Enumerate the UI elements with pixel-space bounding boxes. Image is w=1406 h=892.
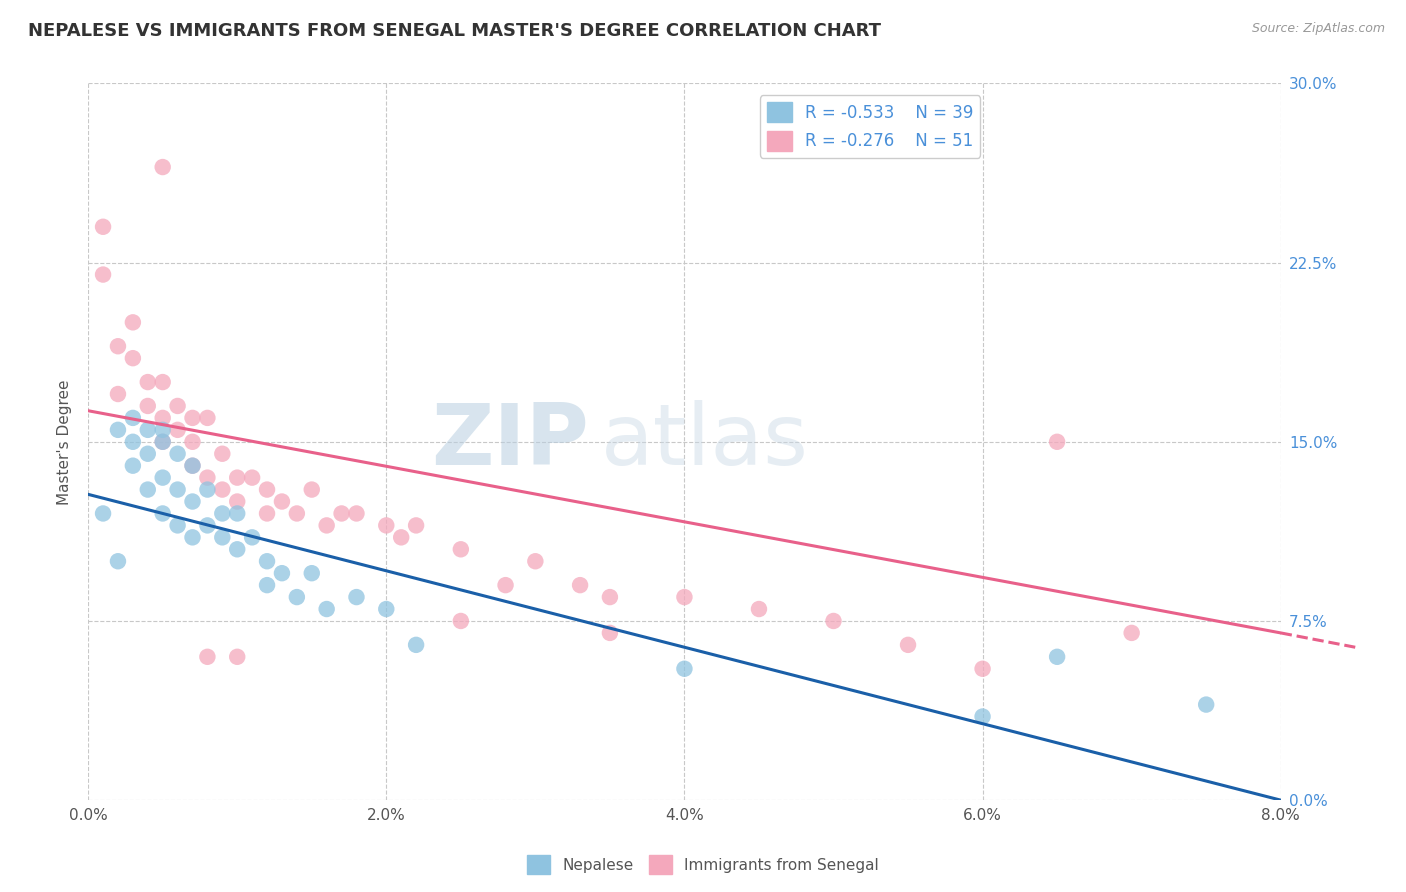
Point — [152, 434, 174, 449]
Point — [271, 494, 294, 508]
Point — [823, 614, 845, 628]
Point — [181, 458, 204, 473]
Point — [1121, 626, 1143, 640]
Point — [107, 554, 129, 568]
Point — [152, 411, 174, 425]
Point — [197, 411, 219, 425]
Point — [315, 518, 337, 533]
Point — [152, 160, 174, 174]
Legend: R = -0.533    N = 39, R = -0.276    N = 51: R = -0.533 N = 39, R = -0.276 N = 51 — [761, 95, 980, 158]
Point — [301, 566, 323, 581]
Point — [256, 554, 278, 568]
Point — [122, 315, 145, 329]
Point — [256, 507, 278, 521]
Point — [166, 399, 188, 413]
Point — [240, 530, 263, 544]
Legend: Nepalese, Immigrants from Senegal: Nepalese, Immigrants from Senegal — [522, 849, 884, 880]
Point — [122, 434, 145, 449]
Point — [256, 578, 278, 592]
Point — [211, 483, 233, 497]
Point — [256, 483, 278, 497]
Point — [107, 387, 129, 401]
Point — [91, 268, 114, 282]
Point — [197, 470, 219, 484]
Point — [1195, 698, 1218, 712]
Point — [122, 411, 145, 425]
Point — [375, 602, 398, 616]
Point — [166, 518, 188, 533]
Point — [897, 638, 920, 652]
Point — [315, 602, 337, 616]
Point — [495, 578, 517, 592]
Point — [107, 339, 129, 353]
Point — [152, 423, 174, 437]
Point — [226, 542, 249, 557]
Point — [136, 375, 159, 389]
Point — [107, 423, 129, 437]
Point — [152, 507, 174, 521]
Point — [748, 602, 770, 616]
Point — [569, 578, 592, 592]
Point — [122, 351, 145, 366]
Text: atlas: atlas — [600, 401, 808, 483]
Point — [346, 507, 368, 521]
Point — [181, 411, 204, 425]
Point — [285, 590, 308, 604]
Text: ZIP: ZIP — [432, 401, 589, 483]
Point — [166, 423, 188, 437]
Point — [181, 530, 204, 544]
Point — [181, 494, 204, 508]
Point — [181, 458, 204, 473]
Point — [450, 542, 472, 557]
Point — [405, 518, 427, 533]
Text: Source: ZipAtlas.com: Source: ZipAtlas.com — [1251, 22, 1385, 36]
Point — [1046, 649, 1069, 664]
Point — [389, 530, 412, 544]
Point — [240, 470, 263, 484]
Text: NEPALESE VS IMMIGRANTS FROM SENEGAL MASTER'S DEGREE CORRELATION CHART: NEPALESE VS IMMIGRANTS FROM SENEGAL MAST… — [28, 22, 882, 40]
Point — [152, 434, 174, 449]
Point — [1046, 434, 1069, 449]
Point — [375, 518, 398, 533]
Point — [197, 483, 219, 497]
Point — [285, 507, 308, 521]
Point — [330, 507, 353, 521]
Y-axis label: Master's Degree: Master's Degree — [58, 379, 72, 505]
Point — [197, 518, 219, 533]
Point — [166, 483, 188, 497]
Point — [211, 530, 233, 544]
Point — [152, 470, 174, 484]
Point — [136, 483, 159, 497]
Point — [211, 507, 233, 521]
Point — [226, 494, 249, 508]
Point — [211, 447, 233, 461]
Point — [450, 614, 472, 628]
Point — [226, 649, 249, 664]
Point — [91, 219, 114, 234]
Point — [122, 458, 145, 473]
Point — [91, 507, 114, 521]
Point — [599, 626, 621, 640]
Point — [972, 709, 994, 723]
Point — [346, 590, 368, 604]
Point — [226, 470, 249, 484]
Point — [301, 483, 323, 497]
Point — [599, 590, 621, 604]
Point — [972, 662, 994, 676]
Point — [673, 662, 696, 676]
Point — [673, 590, 696, 604]
Point — [136, 399, 159, 413]
Point — [226, 507, 249, 521]
Point — [524, 554, 547, 568]
Point — [152, 375, 174, 389]
Point — [136, 423, 159, 437]
Point — [271, 566, 294, 581]
Point — [181, 434, 204, 449]
Point — [166, 447, 188, 461]
Point — [405, 638, 427, 652]
Point — [136, 447, 159, 461]
Point — [197, 649, 219, 664]
